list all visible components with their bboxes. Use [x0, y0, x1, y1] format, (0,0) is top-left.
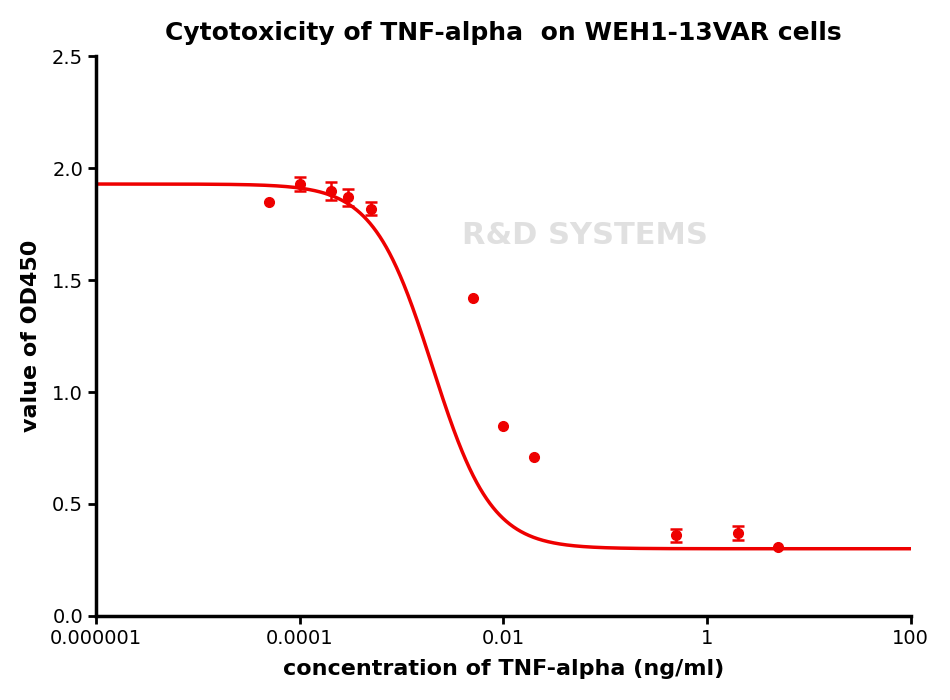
- Y-axis label: value of OD450: value of OD450: [21, 240, 41, 433]
- Text: R&D SYSTEMS: R&D SYSTEMS: [462, 221, 708, 250]
- X-axis label: concentration of TNF-alpha (ng/ml): concentration of TNF-alpha (ng/ml): [283, 659, 724, 679]
- Title: Cytotoxicity of TNF-alpha  on WEH1-13VAR cells: Cytotoxicity of TNF-alpha on WEH1-13VAR …: [165, 21, 842, 45]
